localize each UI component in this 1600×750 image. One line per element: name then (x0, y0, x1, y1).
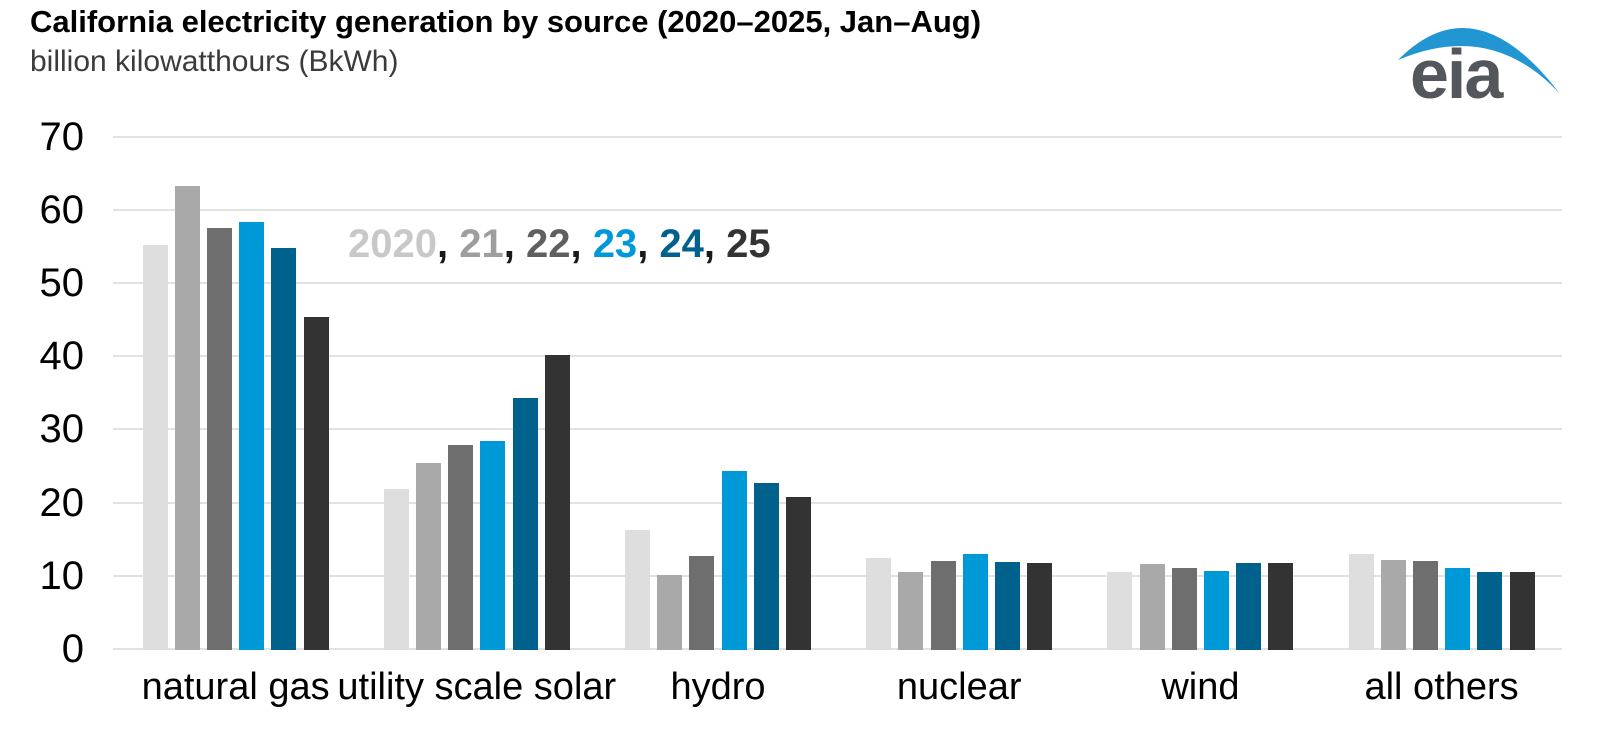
x-axis-category-label: nuclear (896, 666, 1022, 708)
eia-swoosh-icon (1398, 27, 1560, 95)
series-legend: 2020, 21, 22, 23, 24, 25 (348, 220, 771, 268)
legend-item-22: 22 (525, 222, 571, 266)
bar-22-wind (1171, 568, 1197, 650)
legend-item-23: 23 (592, 222, 638, 266)
bar-2020-utility-scale-solar (383, 489, 409, 650)
bar-21-utility-scale-solar (416, 463, 441, 650)
legend-separator: , (637, 222, 660, 266)
x-axis-category-label: natural gas (141, 666, 330, 708)
y-axis-tick-label: 20 (39, 480, 85, 525)
chart-units-subtitle: billion kilowatthours (BkWh) (30, 45, 399, 78)
bar-25-natural-gas (303, 317, 329, 650)
bar-23-all-others (1445, 568, 1471, 650)
bar-21-all-others (1380, 559, 1406, 650)
bar-2020-wind (1107, 572, 1133, 650)
bar-23-natural-gas (239, 221, 265, 650)
gridline (113, 428, 1562, 431)
bar-22-utility-scale-solar (448, 445, 474, 650)
legend-item-25: 25 (726, 222, 771, 266)
bar-24-nuclear (995, 562, 1020, 650)
x-axis-category-label: wind (1161, 666, 1240, 708)
legend-separator: , (436, 222, 460, 266)
bar-21-natural-gas (174, 186, 200, 650)
bar-24-utility-scale-solar (512, 398, 538, 650)
bar-25-all-others (1509, 572, 1535, 650)
eia-logo-text: eia (1410, 35, 1504, 104)
y-axis-tick-label: 60 (39, 187, 85, 232)
bar-25-nuclear (1027, 562, 1053, 650)
bar-2020-hydro (625, 529, 650, 650)
legend-item-2020: 2020 (348, 222, 437, 266)
bar-2020-nuclear (866, 557, 892, 650)
bar-23-nuclear (962, 554, 988, 650)
bar-2020-all-others (1348, 554, 1374, 650)
bar-22-all-others (1413, 560, 1438, 650)
gridline (113, 355, 1562, 358)
bar-24-hydro (753, 483, 779, 650)
eia-logo: eia (1398, 27, 1560, 104)
y-axis-tick-label: 30 (39, 407, 85, 452)
bar-25-utility-scale-solar (544, 355, 570, 650)
x-axis-category-label: all others (1364, 666, 1519, 708)
gridline (113, 574, 1562, 577)
legend-separator: , (503, 222, 526, 266)
bar-22-hydro (689, 556, 715, 650)
y-axis-tick-label: 70 (39, 114, 85, 159)
y-axis-tick-label: 40 (39, 334, 85, 379)
y-axis-tick-label: 10 (39, 553, 85, 598)
gridline (113, 648, 1562, 650)
gridline (113, 208, 1562, 211)
y-axis-tick-label: 0 (61, 627, 84, 671)
legend-separator: , (703, 222, 727, 266)
bar-2020-natural-gas (142, 244, 168, 650)
x-axis-category-label: utility scale solar (337, 666, 617, 708)
chart-title: California electricity generation by sou… (30, 4, 982, 39)
bar-23-hydro (721, 470, 747, 650)
bar-22-nuclear (930, 560, 956, 650)
bar-21-nuclear (898, 572, 924, 650)
bar-21-hydro (657, 574, 683, 650)
bar-25-wind (1268, 562, 1294, 650)
bar-23-utility-scale-solar (480, 440, 506, 650)
bar-24-natural-gas (271, 247, 297, 650)
bar-24-wind (1236, 562, 1262, 650)
bar-25-hydro (786, 497, 811, 650)
bar-21-wind (1139, 564, 1165, 650)
legend-separator: , (570, 222, 593, 266)
legend-item-21: 21 (459, 222, 504, 266)
legend-item-24: 24 (659, 222, 704, 266)
y-axis-tick-label: 50 (39, 261, 85, 306)
x-axis-category-label: hydro (670, 666, 766, 708)
gridline (113, 135, 1562, 138)
gridline (113, 282, 1562, 285)
bar-24-all-others (1477, 571, 1503, 650)
gridline (113, 501, 1562, 504)
bar-22-natural-gas (207, 227, 232, 650)
bar-23-wind (1204, 570, 1229, 650)
